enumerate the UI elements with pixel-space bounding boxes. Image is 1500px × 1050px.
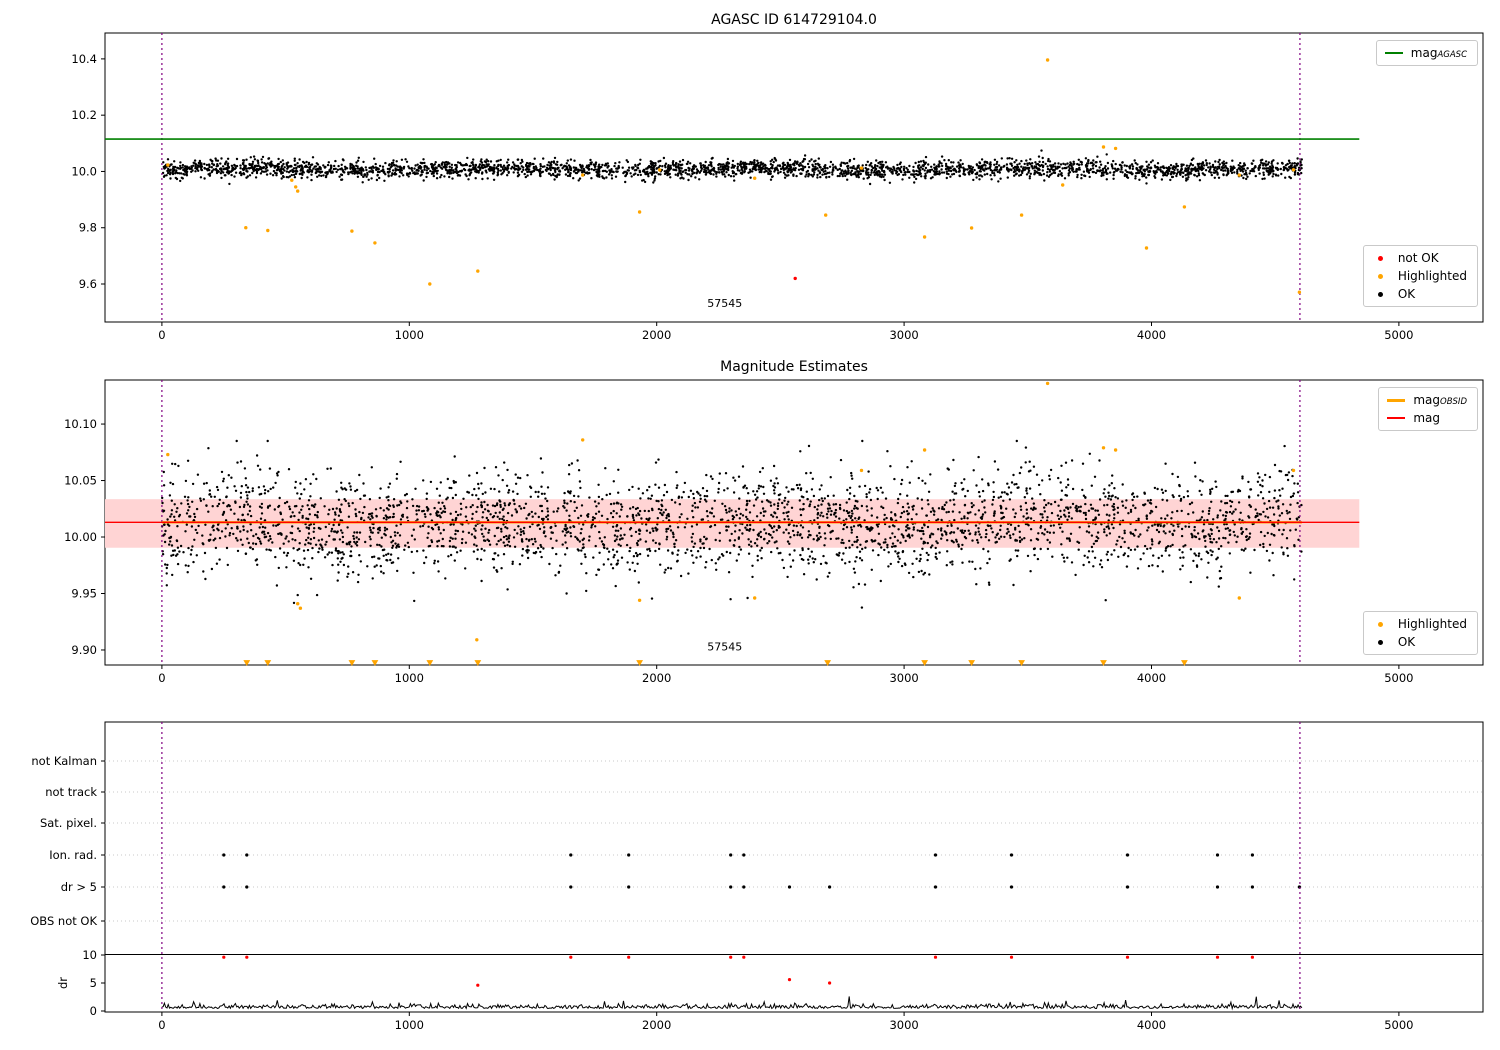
plot2-axes: 0 1000 2000 3000 4000 5000 9.90 9.95 10.00 10.05 1… xyxy=(64,379,1484,685)
legend-label: Highlighted xyxy=(1397,269,1467,283)
line-marker-icon xyxy=(1386,417,1406,419)
y-tick-label: 9.95 xyxy=(71,586,97,600)
dr-tick-label: 10 xyxy=(82,948,97,962)
x-tick-label: 1000 xyxy=(395,328,424,342)
obsid-annotation: 57545 xyxy=(707,297,742,310)
legend-entry: Highlighted xyxy=(1371,617,1467,631)
x-tick-label: 1000 xyxy=(395,1018,424,1032)
highlighted-points xyxy=(166,58,1302,294)
plot1-title: AGASC ID 614729104.0 xyxy=(711,12,877,28)
legend-entry: Highlighted xyxy=(1371,269,1467,283)
highlighted-points xyxy=(166,381,1296,642)
flag-points xyxy=(222,853,1254,857)
dr-axis-label: dr xyxy=(56,977,70,989)
legend-label: OK xyxy=(1397,287,1416,301)
x-tick-label: 2000 xyxy=(642,1018,671,1032)
dot-marker-icon xyxy=(1371,273,1391,279)
x-tick-label: 2000 xyxy=(642,328,671,342)
ok-points xyxy=(161,149,1304,186)
y-tick-label: 9.8 xyxy=(79,221,97,235)
y-tick-label: 10.00 xyxy=(64,530,97,544)
obsid-annotation: 57545 xyxy=(707,641,742,654)
legend-entry: OK xyxy=(1371,287,1467,301)
flag-row-label: not Kalman xyxy=(31,754,97,768)
flag-row-label: OBS not OK xyxy=(30,914,97,928)
x-tick-label: 4000 xyxy=(1137,1018,1166,1032)
x-tick-label: 0 xyxy=(158,1018,165,1032)
plot2-legend-2: Highlighted OK xyxy=(1362,611,1478,655)
dot-marker-icon xyxy=(1371,255,1391,261)
y-tick-label: 10.4 xyxy=(71,52,97,66)
x-tick-label: 2000 xyxy=(642,671,671,685)
x-tick-label: 3000 xyxy=(889,1018,918,1032)
x-tick-label: 3000 xyxy=(889,328,918,342)
y-tick-label: 10.2 xyxy=(71,108,97,122)
plot1-legend-1: magAGASC xyxy=(1375,40,1478,66)
legend-label: Highlighted xyxy=(1397,617,1467,631)
legend-entry: magOBSID xyxy=(1386,393,1467,407)
x-tick-label: 0 xyxy=(158,671,165,685)
y-tick-label: 9.90 xyxy=(71,643,97,657)
legend-label: mag xyxy=(1413,411,1441,425)
y-tick-label: 10.05 xyxy=(64,474,97,488)
dr-tick-label: 0 xyxy=(90,1004,97,1018)
x-tick-label: 4000 xyxy=(1137,671,1166,685)
thick-line-marker-icon xyxy=(1386,398,1406,402)
legend-label: OK xyxy=(1397,635,1416,649)
flag-row-label: dr > 5 xyxy=(61,880,97,894)
x-tick-label: 5000 xyxy=(1384,1018,1413,1032)
dr-trace xyxy=(161,996,1303,1011)
dr-flagged-points xyxy=(222,955,1254,987)
x-tick-label: 5000 xyxy=(1384,671,1413,685)
legend-label: magAGASC xyxy=(1410,46,1467,60)
x-tick-label: 4000 xyxy=(1137,328,1166,342)
legend-label: magOBSID xyxy=(1413,393,1467,407)
dot-marker-icon xyxy=(1371,639,1391,645)
plot1-legend-2: not OK Highlighted OK xyxy=(1362,245,1478,307)
legend-label: not OK xyxy=(1397,251,1439,265)
plot3-axes: 0 1000 2000 3000 4000 5000 not Kalman not track… xyxy=(30,721,1484,1032)
x-tick-label: 1000 xyxy=(395,671,424,685)
plot2-title: Magnitude Estimates xyxy=(720,359,868,375)
line-marker-icon xyxy=(1384,52,1404,54)
flag-row-label: Ion. rad. xyxy=(49,848,97,862)
clipped-low-markers xyxy=(243,660,1188,666)
y-tick-label: 9.6 xyxy=(79,277,97,291)
dot-marker-icon xyxy=(1371,291,1391,297)
dot-marker-icon xyxy=(1371,621,1391,627)
legend-entry: not OK xyxy=(1371,251,1467,265)
y-tick-label: 10.0 xyxy=(71,164,97,178)
y-tick-label: 10.10 xyxy=(64,417,97,431)
x-tick-label: 3000 xyxy=(889,671,918,685)
legend-entry: magAGASC xyxy=(1384,46,1467,60)
plot1-axes: 0 1000 2000 3000 4000 5000 9.6 9.8 10.0 10.2 10.4 5… xyxy=(71,32,1484,342)
not-ok-points xyxy=(793,276,797,281)
legend-entry: OK xyxy=(1371,635,1467,649)
flag-row-label: Sat. pixel. xyxy=(40,816,97,830)
dr-tick-label: 5 xyxy=(90,976,97,990)
x-tick-label: 0 xyxy=(158,328,165,342)
flag-row-label: not track xyxy=(45,785,97,799)
plot2-legend-1: magOBSID mag xyxy=(1378,387,1478,431)
x-tick-label: 5000 xyxy=(1384,328,1413,342)
legend-entry: mag xyxy=(1386,411,1467,425)
